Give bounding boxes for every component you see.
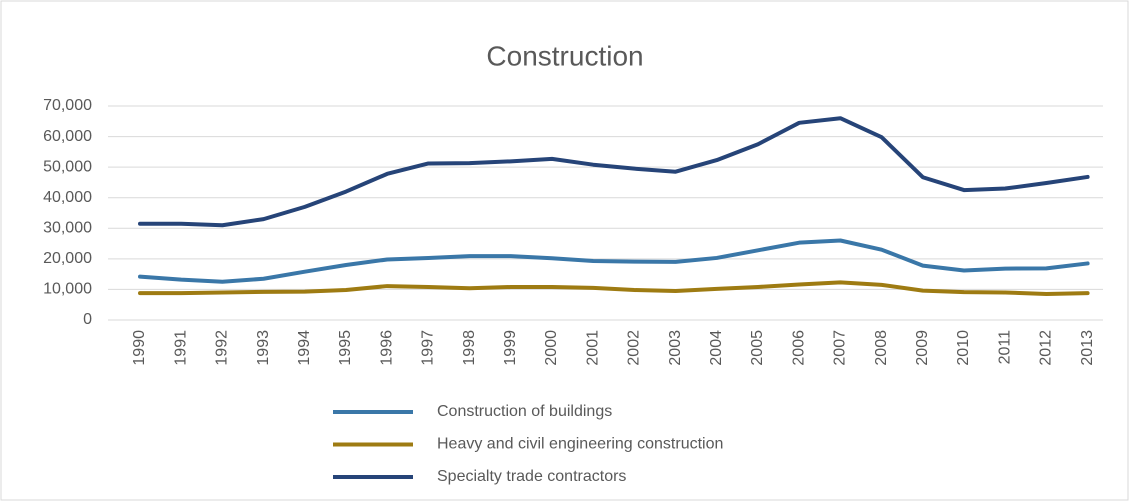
x-tick-label: 2010 [955, 330, 972, 366]
x-tick-label: 1995 [337, 330, 354, 366]
legend-label: Heavy and civil engineering construction [437, 436, 723, 453]
y-tick-label: 20,000 [43, 250, 92, 267]
x-tick-label: 2002 [626, 330, 643, 366]
x-tick-label: 2004 [708, 330, 725, 366]
y-tick-label: 50,000 [43, 158, 92, 175]
series-line [138, 238, 1090, 284]
y-tick-label: 10,000 [43, 281, 92, 298]
x-tick-label: 2001 [584, 330, 601, 366]
x-tick-label: 1991 [172, 330, 189, 366]
x-tick-label: 1996 [378, 330, 395, 366]
x-tick-label: 2007 [832, 330, 849, 366]
x-tick-label: 1999 [502, 330, 519, 366]
y-tick-label: 70,000 [43, 97, 92, 114]
x-tick-label: 1998 [461, 330, 478, 366]
series-line [138, 116, 1090, 228]
x-tick-label: 2009 [914, 330, 931, 366]
legend-label: Construction of buildings [437, 403, 612, 420]
x-tick-label: 1994 [296, 330, 313, 366]
legend-label: Specialty trade contractors [437, 468, 626, 485]
x-tick-label: 1992 [214, 330, 231, 366]
series-line [138, 280, 1090, 297]
x-tick-label: 2006 [790, 330, 807, 366]
x-tick-label: 2011 [996, 330, 1013, 365]
x-tick-label: 1990 [131, 330, 148, 366]
y-tick-label: 0 [83, 311, 92, 328]
x-tick-label: 2003 [667, 330, 684, 366]
x-tick-label: 2008 [873, 330, 890, 366]
x-tick-label: 2013 [1079, 330, 1096, 366]
y-tick-label: 60,000 [43, 128, 92, 145]
x-tick-label: 2000 [543, 330, 560, 366]
x-tick-label: 1993 [255, 330, 272, 366]
x-tick-label: 2005 [749, 330, 766, 366]
y-tick-label: 30,000 [43, 220, 92, 237]
x-tick-label: 2012 [1038, 330, 1055, 366]
y-tick-label: 40,000 [43, 189, 92, 206]
x-tick-label: 1997 [420, 330, 437, 366]
chart-title: Construction [486, 40, 643, 71]
